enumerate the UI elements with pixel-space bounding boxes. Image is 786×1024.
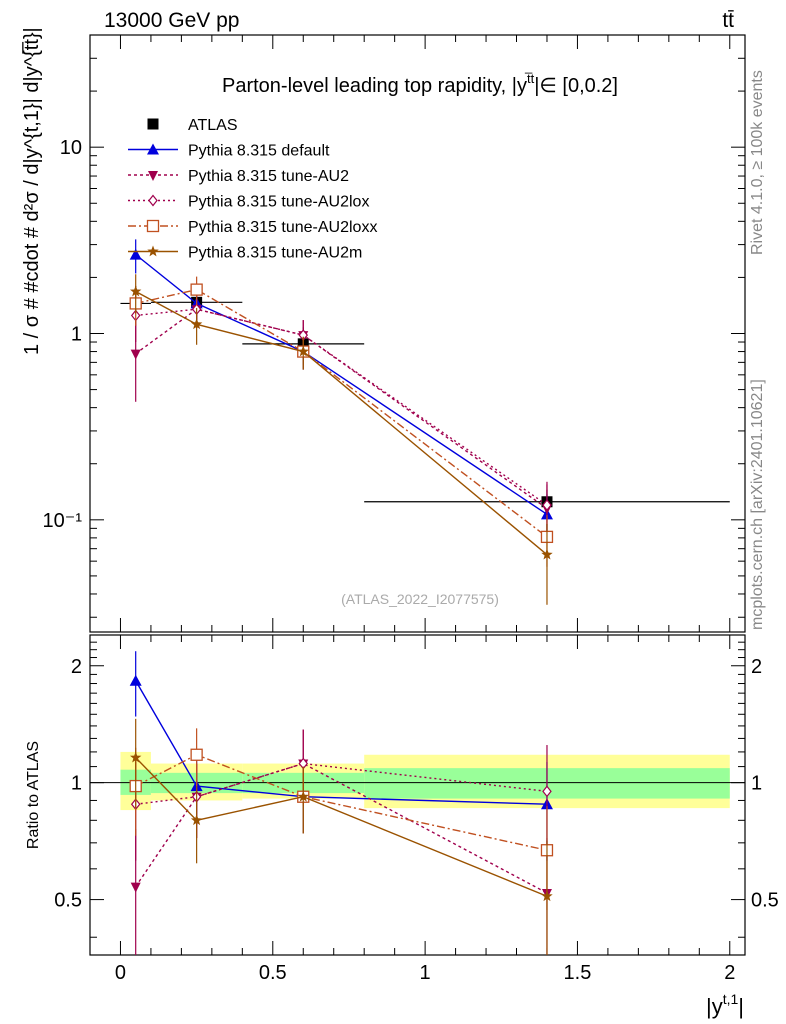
data-point xyxy=(542,499,552,512)
legend-label: Pythia 8.315 tune-AU2loxx xyxy=(188,219,377,236)
ratio-series-group xyxy=(129,651,554,955)
x-tick-label: 2 xyxy=(724,962,735,984)
title-main: Parton-level leading top rapidity, |y xyxy=(222,75,527,97)
x-tick-label: 0.5 xyxy=(259,962,287,984)
ratio-y-tick-label: 2 xyxy=(71,656,82,678)
legend-entry: Pythia 8.315 tune-AU2m xyxy=(128,245,362,262)
ratio-data-point xyxy=(190,814,203,826)
legend-marker xyxy=(146,219,160,233)
data-point xyxy=(190,318,203,330)
process-label: tt̄ xyxy=(722,9,734,32)
ratio-series-line xyxy=(135,757,548,897)
title-sup: t̅t xyxy=(525,71,535,86)
legend-entry: Pythia 8.315 default xyxy=(128,143,330,160)
ratio-data-point xyxy=(541,890,553,902)
x-tick-label: 1.5 xyxy=(564,962,592,984)
ratio-data-point xyxy=(130,882,141,893)
ratio-series-line xyxy=(135,762,548,805)
x-axis-label: |yt,1| xyxy=(706,991,744,1019)
series-line xyxy=(135,308,548,506)
legend-label: Pythia 8.315 default xyxy=(188,143,330,160)
series-line xyxy=(135,288,548,538)
legend-marker xyxy=(147,118,159,130)
ratio-data-point xyxy=(297,790,309,802)
series-line xyxy=(135,254,548,515)
legend-label: Pythia 8.315 tune-AU2m xyxy=(188,245,362,262)
ratio-data-point xyxy=(542,785,552,798)
legend-label: Pythia 8.315 tune-AU2 xyxy=(188,168,349,185)
main-series-0 xyxy=(120,285,730,516)
main-y-axis-label: 1 / σ # #cdot # d²σ / d|y^{t,1}| d|y^{t̅… xyxy=(21,27,43,355)
main-y-tick-label: 10⁻¹ xyxy=(43,510,83,532)
analysis-watermark: (ATLAS_2022_I2077575) xyxy=(341,591,499,607)
legend-marker xyxy=(148,171,158,181)
main-y-tick-label: 1 xyxy=(71,324,82,346)
ratio-ticks: 0.5 0.5 1 1 2 2 0 0.5 1 1.5 2 xyxy=(54,634,779,984)
ratio-series-line xyxy=(135,680,547,805)
ratio-y-tick-label: 0.5 xyxy=(54,890,82,912)
data-point xyxy=(541,548,553,560)
main-series-group xyxy=(120,239,730,605)
main-series-4 xyxy=(129,276,554,567)
legend-label: ATLAS xyxy=(188,117,238,134)
data-point xyxy=(129,285,142,297)
ratio-y-tick-label-right: 2 xyxy=(751,656,762,678)
ratio-plot-frame xyxy=(89,634,746,956)
legend-entry: Pythia 8.315 tune-AU2loxx xyxy=(128,219,377,236)
data-point xyxy=(130,349,141,360)
legend: ATLAS Pythia 8.315 default Pythia 8.315 tu… xyxy=(128,117,377,262)
x-tick-label: 0 xyxy=(115,962,126,984)
ratio-y-axis-label: Ratio to ATLAS xyxy=(25,741,42,849)
ratio-plot-panel: 0.5 0.5 1 1 2 2 0 0.5 1 1.5 2 Ratio to ATLAS |yt,1… xyxy=(25,634,779,1019)
legend-marker xyxy=(147,245,159,257)
main-plot-panel: 10⁻¹ 1 10 Parton-level leading top rapidit… xyxy=(21,27,746,633)
energy-label: 13000 GeV pp xyxy=(104,9,239,32)
main-series-5 xyxy=(129,274,553,605)
ratio-series-line xyxy=(135,762,548,894)
ratio-data-point xyxy=(190,748,203,761)
mcplots-label: mcplots.cern.ch [arXiv:2401.10621] xyxy=(749,379,766,630)
main-y-tick-label: 10 xyxy=(60,137,82,159)
legend-entry: Pythia 8.315 tune-AU2lox xyxy=(128,194,369,211)
ratio-y-tick-label: 1 xyxy=(71,773,82,795)
title-tail: |∈ [0,0.2] xyxy=(534,75,618,97)
series-line xyxy=(135,290,548,556)
x-tick-label: 1 xyxy=(420,962,431,984)
legend-marker xyxy=(148,194,158,207)
legend-marker xyxy=(147,143,159,155)
rivet-version-label: Rivet 4.1.0, ≥ 100k events xyxy=(749,70,766,255)
ratio-y-tick-label-right: 1 xyxy=(751,773,762,795)
ratio-series-4 xyxy=(129,718,553,955)
series-line xyxy=(135,308,548,510)
ratio-data-point xyxy=(129,751,142,763)
ratio-y-tick-label-right: 0.5 xyxy=(751,890,779,912)
data-point xyxy=(190,283,203,296)
data-point xyxy=(129,248,142,260)
ratio-data-point xyxy=(129,674,142,686)
legend-entry: Pythia 8.315 tune-AU2 xyxy=(128,168,349,185)
main-plot-title: Parton-level leading top rapidity, |yt̅t… xyxy=(222,71,618,97)
legend-label: Pythia 8.315 tune-AU2lox xyxy=(188,194,369,211)
legend-entry: ATLAS xyxy=(147,117,238,134)
ratio-series-line xyxy=(135,753,548,851)
data-point xyxy=(297,345,309,357)
main-y-ticks: 10⁻¹ 1 10 xyxy=(43,34,745,632)
